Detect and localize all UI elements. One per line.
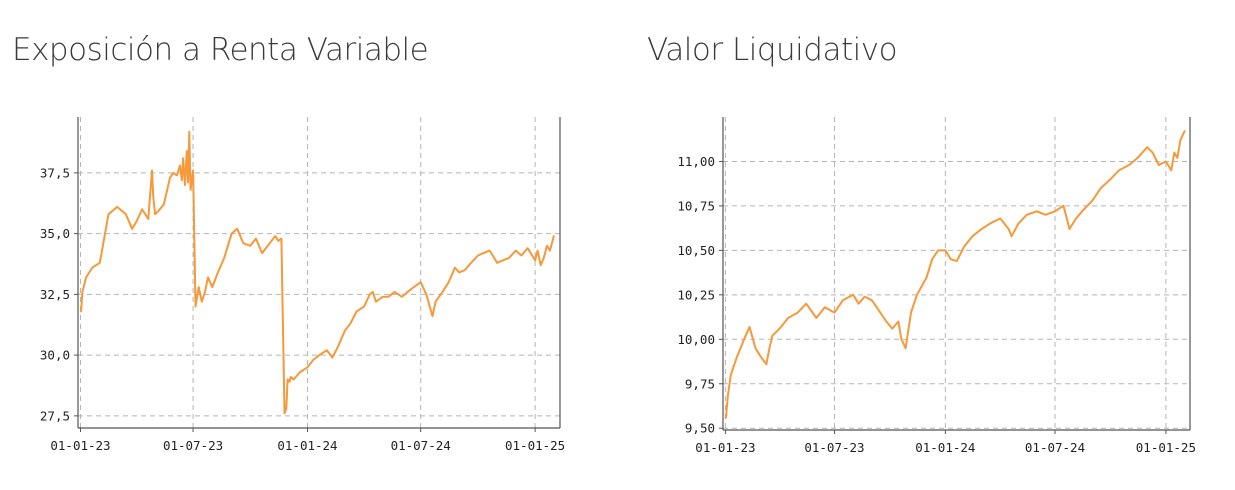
- series-line: [80, 130, 555, 415]
- series-line: [725, 130, 1186, 419]
- chart-title: Valor Liquidativo: [647, 32, 898, 68]
- y-tick-label: 30,0: [40, 348, 70, 363]
- y-tick-label: 37,5: [40, 165, 70, 180]
- chart-title: Exposición a Renta Variable: [12, 32, 429, 68]
- y-tick-label: 10,75: [677, 198, 715, 213]
- plot-area: [723, 117, 1190, 430]
- y-tick-label: 10,50: [677, 243, 715, 258]
- equity-exposure-panel: Exposición a Renta Variable 27,5 30,0 32,5…: [0, 0, 600, 490]
- x-tick-label: 01-01-24: [915, 440, 975, 455]
- x-tick-label: 01-07-24: [391, 438, 451, 453]
- x-tick-label: 01-01-24: [277, 438, 337, 453]
- x-tick-label: 01-01-25: [1136, 440, 1196, 455]
- nav-chart: 9,50 9,75 10,00 10,25 10,50 10,75 11,00 01-01-2…: [677, 117, 1196, 455]
- x-tick-label: 01-01-23: [695, 440, 755, 455]
- nav-panel: Valor Liquidativo 9,50 9,75 10,00 10,25 10,5…: [630, 0, 1235, 490]
- y-tick-label: 10,00: [677, 332, 715, 347]
- y-tick-label: 35,0: [40, 226, 70, 241]
- y-tick-label: 10,25: [677, 287, 715, 302]
- plot-area: [78, 117, 560, 428]
- y-tick-label: 9,50: [685, 421, 715, 436]
- x-tick-label: 01-07-24: [1025, 440, 1085, 455]
- y-tick-label: 32,5: [40, 287, 70, 302]
- x-tick-label: 01-01-25: [505, 438, 565, 453]
- x-tick-label: 01-07-23: [804, 440, 864, 455]
- y-tick-label: 27,5: [40, 408, 70, 423]
- y-tick-label: 9,75: [685, 376, 715, 391]
- x-tick-label: 01-07-23: [163, 438, 223, 453]
- y-tick-label: 11,00: [677, 154, 715, 169]
- x-tick-label: 01-01-23: [50, 438, 110, 453]
- equity-exposure-chart: 27,5 30,0 32,5 35,0 37,5 01-01-23 01-07-23 01-0…: [40, 117, 565, 453]
